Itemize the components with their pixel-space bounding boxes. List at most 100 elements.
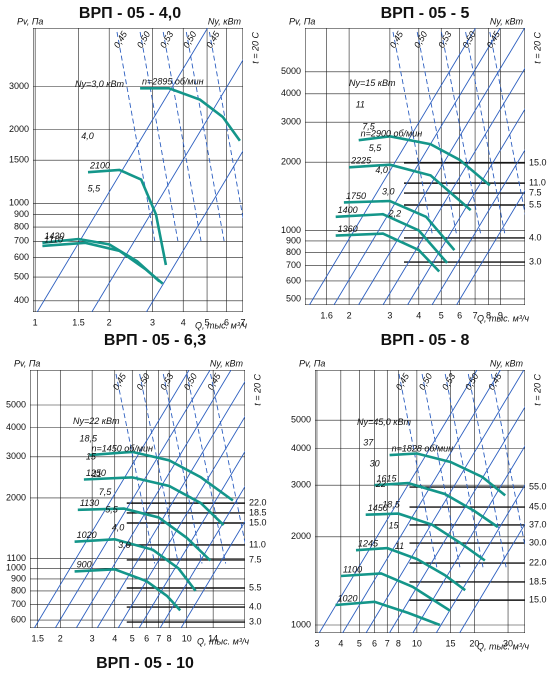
fan-curve (340, 572, 451, 612)
y2-axis-label: Ny, кВт (490, 358, 524, 368)
power-label: 11 (395, 541, 404, 551)
chart-panel: ВРП - 05 - 4,0 Pv, Па Ny, кВт Q, тыс. м³/ч t… (9, 5, 260, 330)
y-tick-label: 800 (11, 585, 26, 595)
x-tick-label: 4 (416, 310, 421, 320)
y-tick-label: 500 (14, 271, 29, 281)
y2-axis-label: Ny, кВт (490, 16, 524, 26)
efficiency-line (139, 373, 179, 564)
power-scale-label: 3.0 (529, 256, 542, 266)
y-tick-label: 400 (14, 295, 29, 305)
chart-panel: ВРП - 05 - 8 Pv, Па Ny, кВт Q, тыс. м³/ч t =… (291, 332, 547, 651)
y2-axis-label: Ny, кВт (208, 16, 242, 26)
series-label: n=2895 об/мин (142, 77, 204, 87)
power-scale-label: 15.0 (249, 517, 267, 527)
series-label: 1400 (338, 205, 358, 215)
x-axis-label: Q, тыс. м³/ч (477, 313, 529, 323)
fan-curve (358, 134, 491, 187)
x-axis-label: Q, тыс. м³/ч (197, 636, 249, 646)
power-scale-label: 45.0 (529, 501, 547, 511)
y-tick-label: 900 (286, 235, 301, 245)
power-label: 3,0 (118, 540, 131, 550)
power-line (159, 485, 245, 628)
series-label: 1130 (80, 498, 99, 508)
y-axis-label: Pv, Па (289, 16, 315, 26)
x-tick-label: 2 (347, 310, 352, 320)
x-tick-label: 4 (338, 638, 343, 648)
fan-curve (83, 476, 225, 527)
power-line (96, 380, 245, 628)
power-label: 3,0 (382, 187, 395, 197)
power-label: 2,2 (388, 208, 402, 218)
power-label: 37 (363, 438, 374, 448)
efficiency-line (444, 373, 484, 568)
fan-curve (374, 481, 499, 529)
y-tick-label: 700 (286, 260, 301, 270)
series-label: n=2900 об/мин (361, 129, 423, 139)
y-tick-label: 4000 (281, 88, 301, 98)
y-tick-label: 2000 (6, 492, 26, 502)
power-line (180, 520, 245, 628)
x-tick-label: 7 (240, 317, 245, 327)
series-label: 1250 (86, 468, 106, 478)
x-tick-label: 8 (167, 633, 172, 643)
efficiency-line (465, 31, 506, 236)
x-tick-label: 4 (181, 317, 186, 327)
power-scale-label: 22.0 (249, 498, 267, 508)
x-tick-label: 8 (486, 310, 491, 320)
power-line (431, 149, 525, 305)
x-tick-label: 3 (314, 638, 319, 648)
power-line (358, 28, 525, 305)
series-label: 1020 (77, 530, 97, 540)
power-line (54, 370, 211, 628)
x-tick-label: 2 (58, 633, 63, 643)
fan-curve (335, 600, 441, 627)
power-scale-label: 4.0 (529, 232, 542, 242)
series-label: 1245 (358, 539, 379, 549)
power-scale-label: 15.0 (529, 595, 547, 605)
x-tick-label: 6 (224, 317, 229, 327)
temperature-label: t = 20 C (250, 32, 260, 64)
x-tick-label: 5 (439, 310, 444, 320)
plot-area (305, 28, 525, 305)
y-tick-label: 3000 (281, 117, 301, 127)
power-label: 5,5 (369, 143, 383, 153)
fan-curve (343, 199, 456, 251)
power-line (33, 370, 190, 628)
power-line (333, 28, 501, 305)
x-tick-label: 1.5 (31, 633, 44, 643)
y-tick-label: 3000 (6, 451, 26, 461)
x-tick-label: 20 (469, 638, 479, 648)
y-tick-label: 500 (286, 293, 301, 303)
efficiency-line (421, 373, 461, 568)
x-tick-label: 3 (90, 633, 95, 643)
power-line (412, 445, 525, 633)
fan-curve (74, 537, 197, 592)
y-tick-label: 600 (11, 614, 26, 624)
x-tick-label: 5 (357, 638, 362, 648)
power-label: 5,5 (88, 183, 102, 193)
power-scale-label: 5.5 (529, 199, 542, 209)
efficiency-line (185, 31, 225, 242)
power-scale-label: 55.0 (529, 481, 547, 491)
chart-panel: ВРП - 05 - 6,3 Pv, Па Ny, кВт Q, тыс. м³/ч t… (6, 332, 267, 646)
y-tick-label: 1000 (9, 198, 29, 208)
power-label: 30 (370, 458, 380, 468)
series-label: 1100 (343, 564, 362, 574)
power-line (342, 370, 501, 633)
temperature-label: t = 20 C (532, 32, 542, 64)
temperature-label: t = 20 C (532, 374, 542, 406)
power-line (456, 189, 525, 305)
y-axis-label: Pv, Па (17, 16, 43, 26)
power-scale-label: 7.5 (249, 554, 262, 564)
x-tick-label: 15 (446, 638, 456, 648)
series-label: n=1450 об/мин (91, 444, 153, 454)
power-label: 18,5 (382, 500, 401, 510)
fan-curve (335, 212, 449, 264)
y-tick-label: 1100 (7, 553, 26, 563)
x-tick-label: 1 (33, 317, 38, 327)
y-tick-label: 2000 (281, 157, 301, 167)
power-label: 5,5 (105, 505, 119, 515)
efficiency-line (392, 31, 434, 236)
y-tick-label: 1000 (6, 563, 26, 573)
